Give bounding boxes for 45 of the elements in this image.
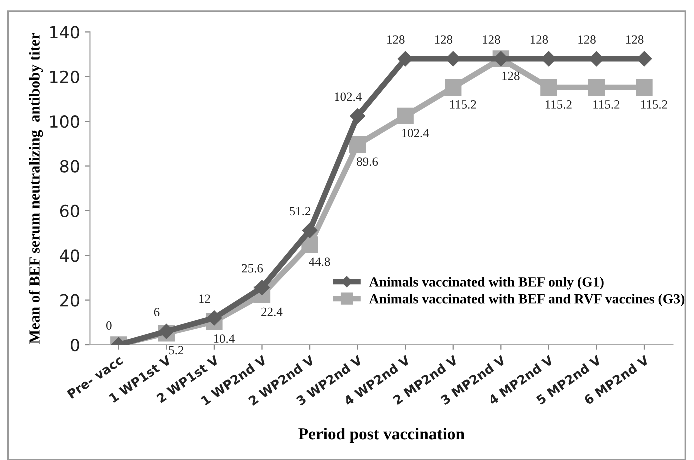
y-tick-label: 60	[60, 204, 80, 218]
y-tick-label: 100	[50, 116, 80, 128]
point	[540, 79, 558, 96]
y-tick-label: 0	[70, 338, 80, 352]
y-tick-label: 140	[50, 26, 80, 39]
point	[254, 280, 270, 296]
data-label: 128	[502, 72, 520, 80]
data-label: 89.6	[357, 158, 378, 166]
data-label: 128	[435, 36, 453, 44]
y-tick-label: 40	[60, 250, 80, 262]
point	[350, 108, 366, 124]
data-label: 44.8	[309, 258, 330, 266]
data-label: 115.2	[546, 100, 572, 109]
data-label: 115.2	[594, 100, 620, 109]
point	[349, 136, 366, 154]
point	[445, 79, 462, 96]
y-tick-label: 80	[60, 160, 80, 173]
point	[636, 79, 653, 96]
y-tick-label: 20	[60, 294, 80, 307]
legend-label: Animals vaccinated with BEF only (G1)	[369, 277, 604, 290]
data-label: 115.2	[642, 100, 668, 109]
data-label: 6	[154, 308, 160, 317]
data-label: 12	[200, 294, 210, 304]
point	[397, 108, 414, 125]
data-label: 25.6	[242, 264, 264, 273]
point	[302, 223, 318, 238]
data-label: 128	[578, 36, 596, 44]
data-label: 51.2	[290, 207, 311, 216]
legend-label: Animals vaccinated with BEF and RVF vaccines (G3)	[369, 294, 685, 307]
data-label: 128	[388, 36, 405, 44]
data-label: 115.2	[450, 100, 476, 109]
data-label: 128	[626, 36, 644, 44]
data-label: 102.4	[335, 92, 362, 102]
y-axis-title: Mean of BEF serum neutralizing antiboby titer	[29, 33, 44, 344]
point	[588, 79, 606, 96]
data-label: 102.4	[402, 129, 430, 138]
data-label: 0	[106, 322, 112, 330]
data-label: 128	[483, 36, 500, 44]
data-label: 22.4	[262, 308, 283, 316]
x-axis-title: Period post vaccination	[298, 428, 465, 444]
point	[206, 310, 222, 326]
y-tick-label: 120	[50, 70, 80, 84]
data-label: 10.4	[214, 334, 235, 344]
data-label: 128	[530, 36, 548, 44]
data-label: 5.2	[169, 346, 184, 355]
